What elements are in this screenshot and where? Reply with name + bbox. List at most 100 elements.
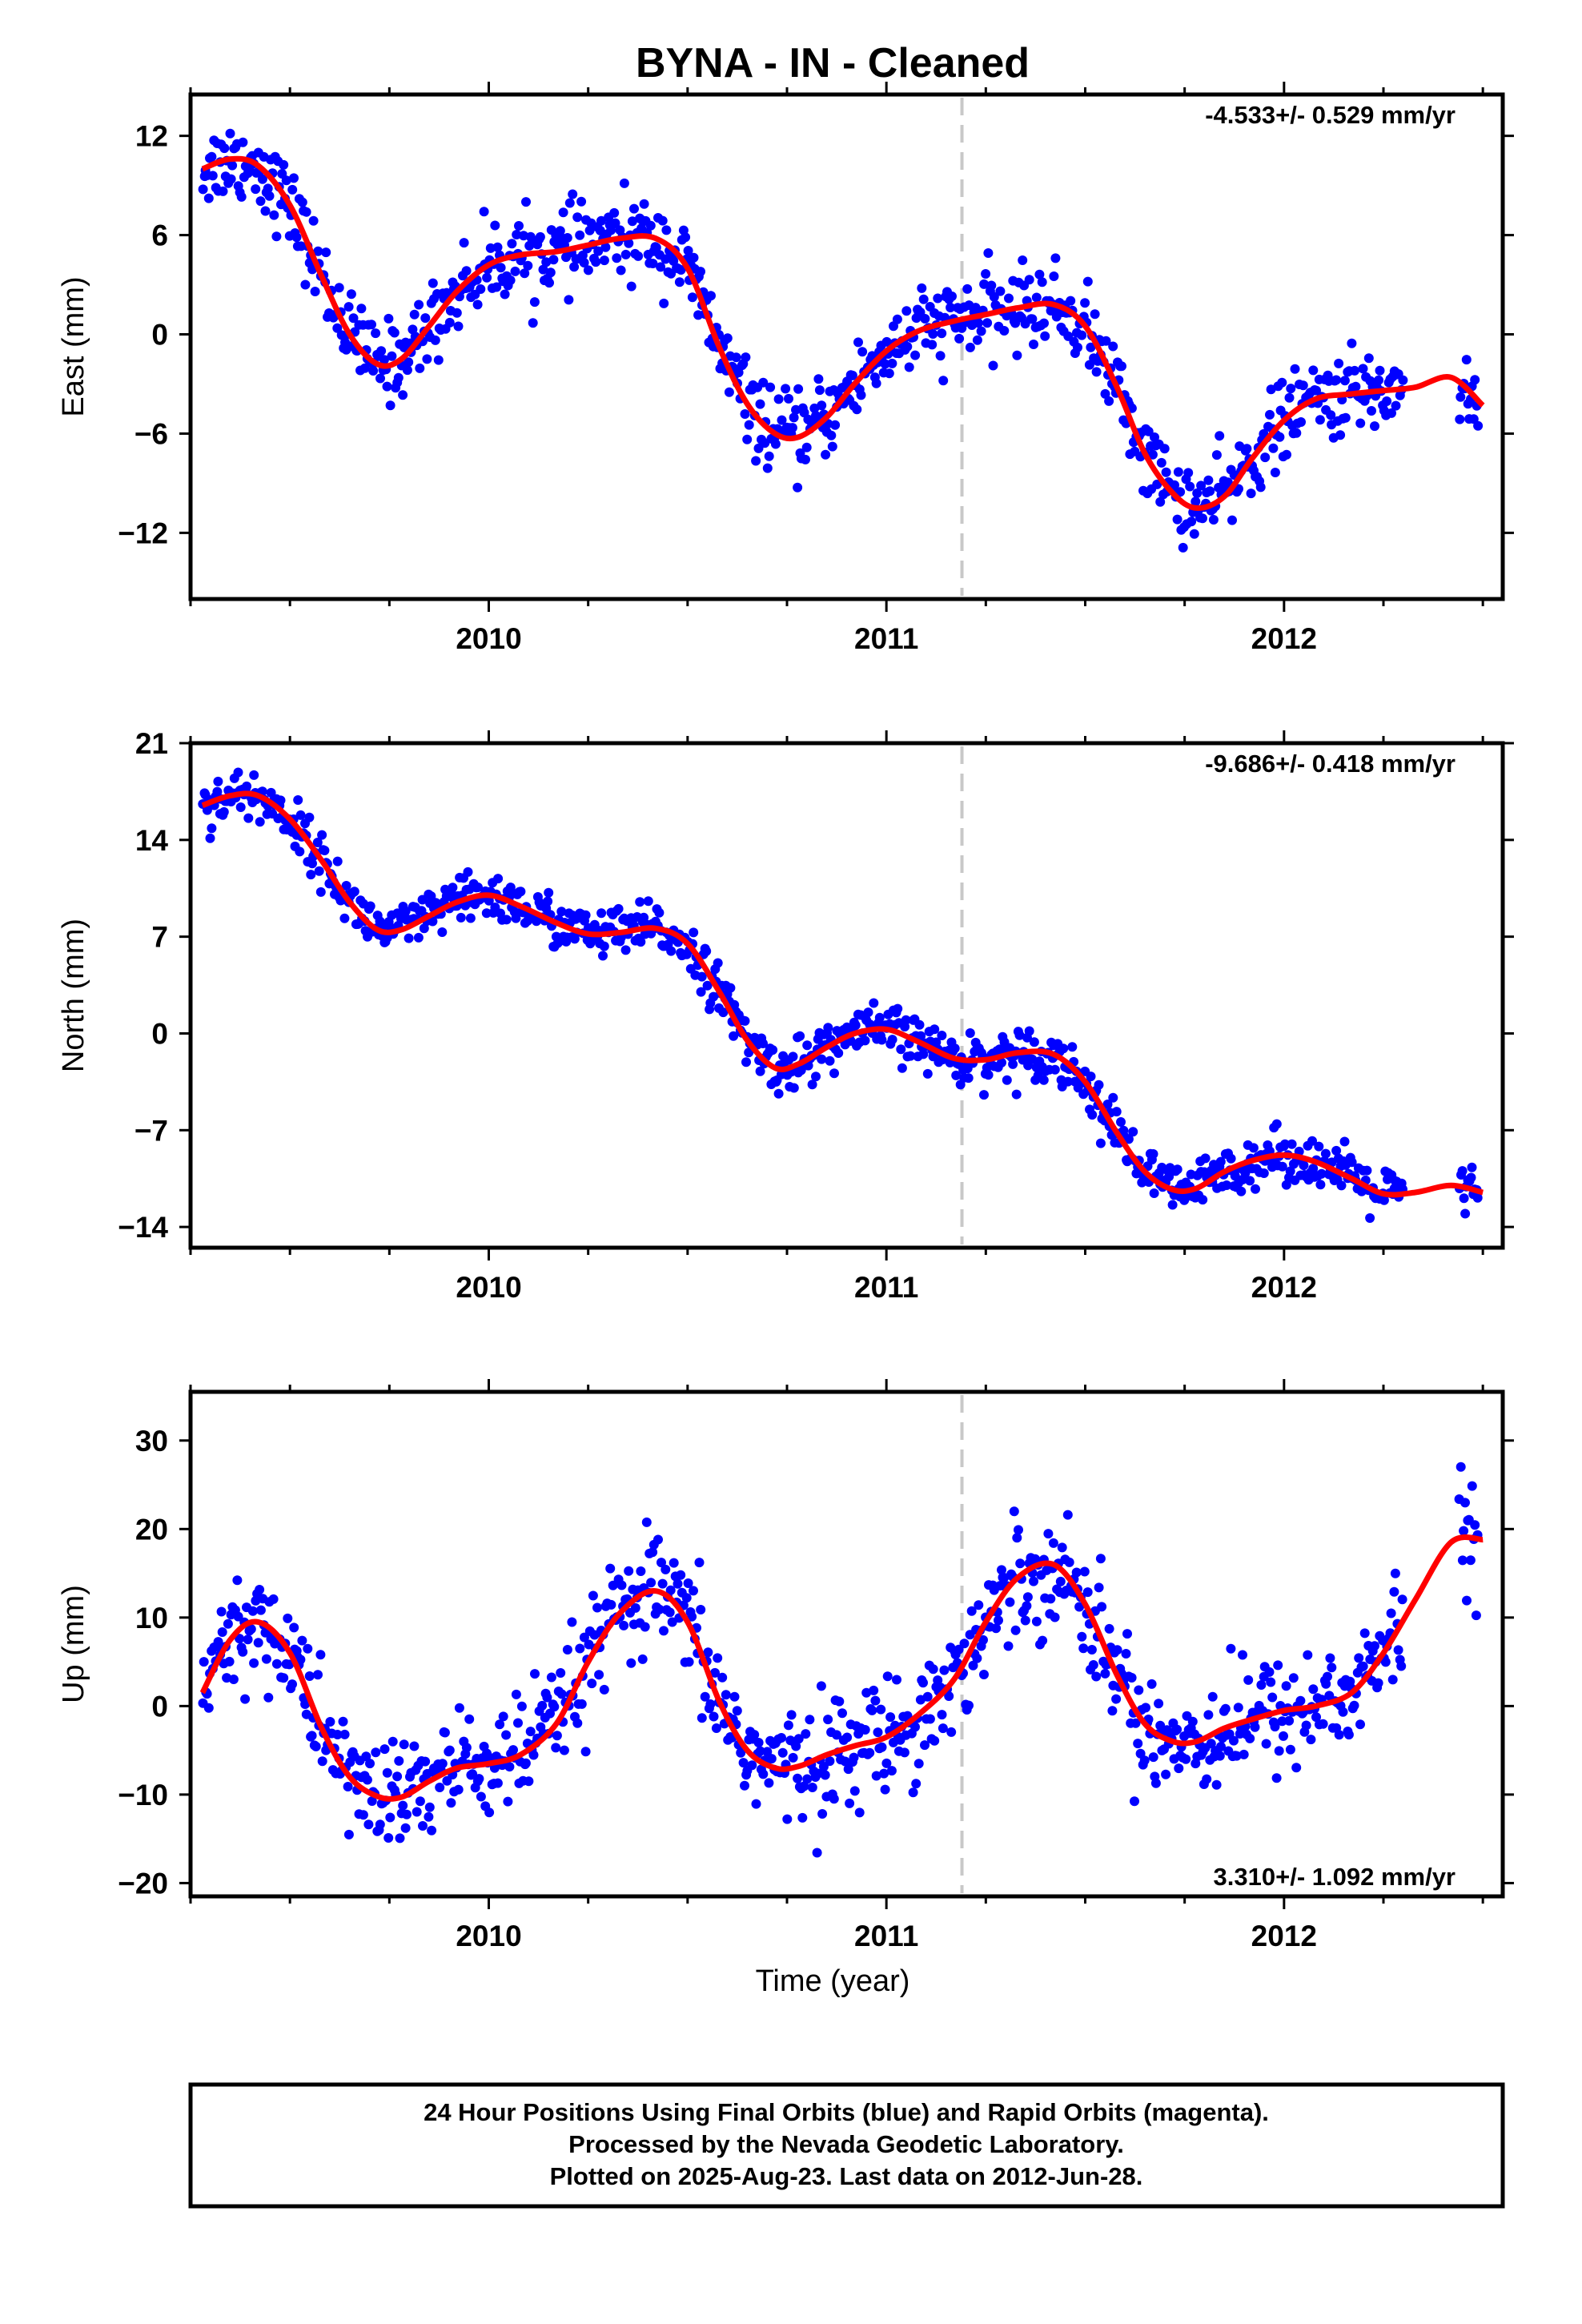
data-point	[409, 1741, 420, 1751]
x-tick-label: 2012	[1251, 622, 1317, 655]
data-point	[674, 277, 685, 287]
data-point	[1152, 479, 1162, 489]
data-point	[490, 220, 500, 231]
data-point	[729, 1691, 740, 1702]
data-point	[1229, 1735, 1239, 1746]
data-point	[937, 1710, 947, 1720]
data-point	[979, 1090, 989, 1100]
data-point	[884, 368, 894, 379]
data-point	[1203, 1710, 1214, 1720]
data-point	[511, 1689, 521, 1699]
data-point	[927, 340, 938, 350]
data-point	[1207, 1691, 1218, 1702]
data-point	[619, 1620, 629, 1630]
data-point	[242, 781, 252, 791]
data-point	[223, 1618, 233, 1629]
data-point	[257, 174, 267, 184]
data-point	[619, 178, 629, 188]
data-point	[850, 1020, 861, 1031]
data-point	[972, 1653, 982, 1663]
data-point	[986, 280, 997, 291]
data-point	[966, 1606, 977, 1616]
data-point	[207, 151, 217, 162]
data-point	[525, 1727, 536, 1737]
data-point	[1095, 1138, 1106, 1148]
data-point	[482, 272, 492, 283]
data-point	[899, 1747, 909, 1758]
data-point	[513, 1718, 523, 1728]
rate-label: 3.310+/- 1.092 mm/yr	[1214, 1863, 1456, 1891]
data-point	[598, 951, 608, 961]
data-point	[938, 376, 949, 386]
data-point	[1148, 1149, 1158, 1159]
data-point	[492, 242, 503, 252]
data-point	[854, 1807, 865, 1818]
data-point	[260, 206, 271, 216]
data-point	[580, 1747, 591, 1757]
data-point	[639, 199, 649, 209]
data-point	[559, 1745, 569, 1755]
data-point	[442, 1775, 452, 1786]
data-point	[1270, 1722, 1280, 1732]
data-point	[271, 231, 282, 242]
data-point	[246, 1624, 256, 1634]
data-point	[954, 333, 965, 344]
data-point	[1090, 309, 1100, 320]
data-point	[1094, 1582, 1104, 1593]
data-point	[983, 1070, 994, 1080]
data-point	[363, 1819, 374, 1830]
data-point	[777, 1733, 786, 1743]
data-point	[368, 366, 379, 376]
data-point	[1220, 1703, 1231, 1714]
data-point	[1130, 1718, 1141, 1728]
data-point	[1320, 1148, 1331, 1159]
data-point	[1100, 1668, 1110, 1679]
data-point	[1154, 1699, 1164, 1709]
data-point	[709, 991, 719, 1002]
data-point	[1020, 1615, 1030, 1626]
data-point	[430, 335, 440, 345]
data-point	[873, 1727, 883, 1738]
data-point	[722, 333, 733, 344]
data-point	[978, 1634, 988, 1645]
data-point	[696, 987, 706, 997]
data-point	[444, 1745, 455, 1755]
data-point	[897, 1063, 907, 1073]
data-point	[829, 1068, 839, 1079]
data-point	[1459, 1526, 1469, 1536]
data-point	[857, 347, 868, 357]
data-point	[880, 1784, 890, 1795]
data-point	[382, 381, 392, 392]
data-point	[569, 262, 580, 272]
data-point	[535, 231, 545, 242]
data-point	[1256, 1680, 1267, 1690]
data-point	[507, 239, 517, 249]
data-point	[1264, 1667, 1275, 1677]
data-point	[365, 1759, 375, 1769]
data-point	[552, 1731, 562, 1741]
data-point	[240, 1694, 251, 1704]
data-point	[793, 1773, 803, 1783]
data-point	[375, 1819, 385, 1830]
data-point	[751, 456, 761, 466]
data-point	[1022, 1601, 1032, 1611]
data-point	[979, 1670, 989, 1679]
data-point	[887, 358, 897, 368]
data-point	[627, 216, 637, 227]
data-point	[551, 1743, 561, 1753]
data-point	[1208, 515, 1219, 525]
data-point	[661, 1564, 671, 1574]
data-point	[572, 212, 583, 223]
data-point	[910, 1722, 920, 1732]
y-tick-label: −20	[118, 1867, 168, 1900]
data-point	[741, 352, 751, 363]
data-point	[375, 373, 385, 384]
y-axis-label: Up (mm)	[57, 1585, 90, 1703]
data-point	[860, 1035, 870, 1046]
y-axis-label: East (mm)	[57, 276, 90, 416]
data-point	[697, 1713, 707, 1723]
data-point	[636, 1566, 646, 1576]
data-point	[203, 193, 214, 203]
chart-title: BYNA - IN - Cleaned	[636, 40, 1030, 86]
data-point	[689, 927, 699, 938]
